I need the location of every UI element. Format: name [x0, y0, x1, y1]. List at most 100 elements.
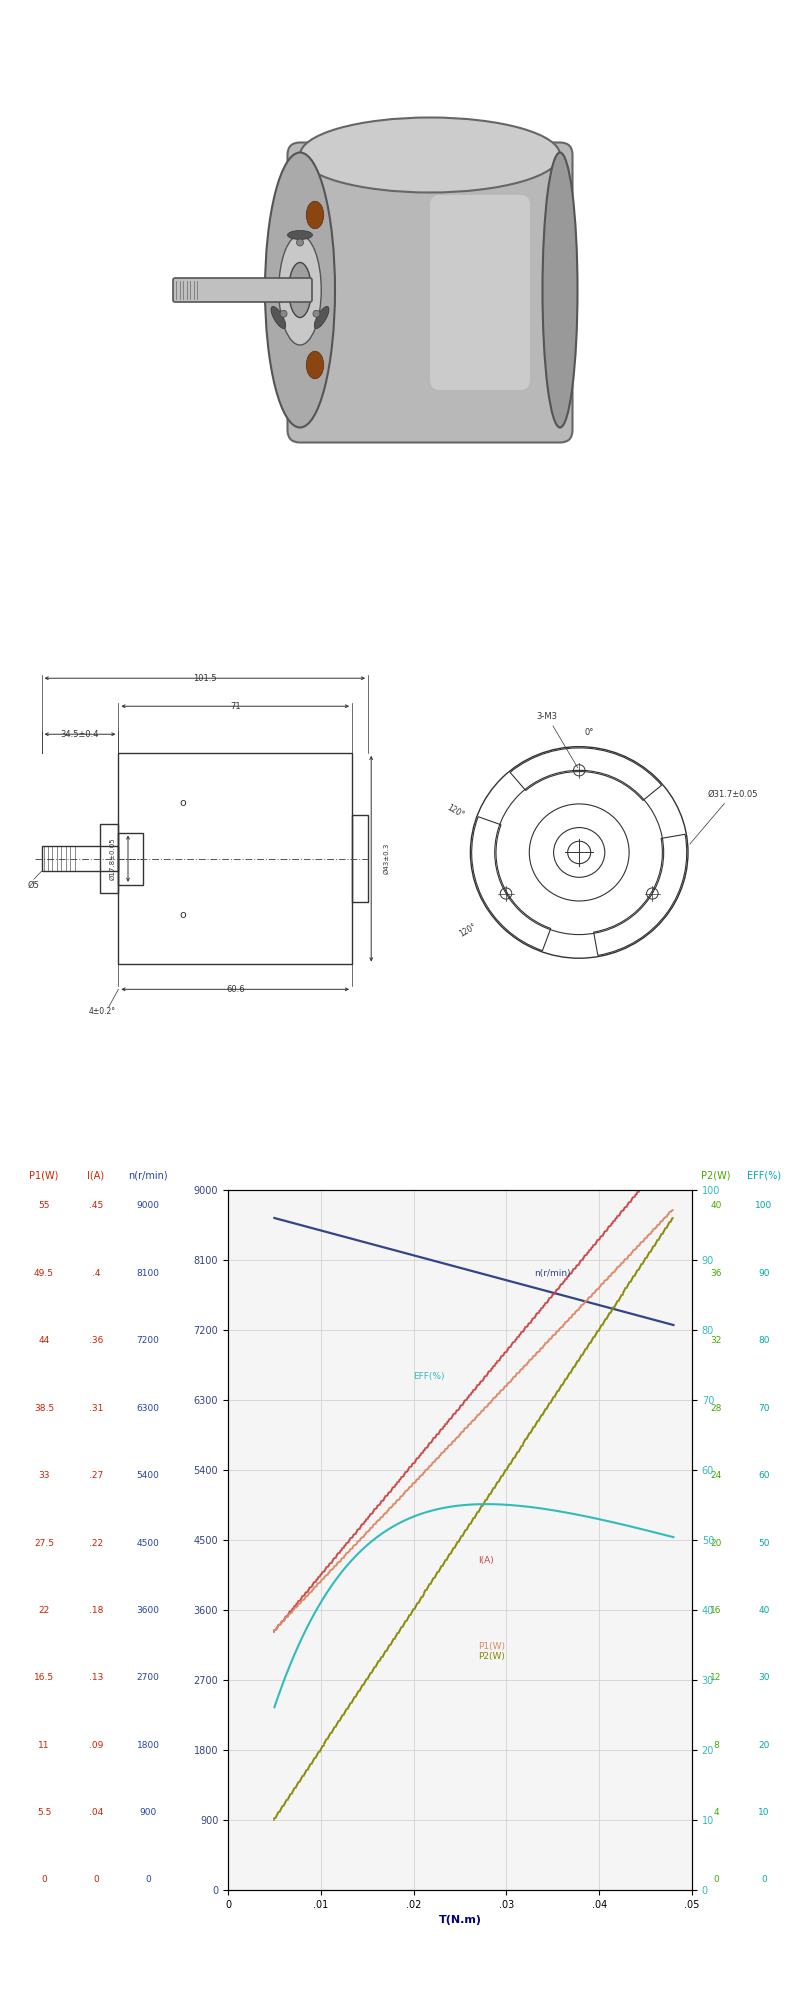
Text: 100: 100	[755, 1202, 773, 1210]
Text: 5400: 5400	[137, 1472, 159, 1480]
Bar	[101, 824, 118, 892]
Text: 3-M3: 3-M3	[537, 712, 578, 768]
Text: 71: 71	[230, 702, 241, 710]
Text: 7200: 7200	[137, 1336, 159, 1346]
Text: 10: 10	[758, 1808, 770, 1818]
Text: EFF(%): EFF(%)	[747, 1170, 781, 1180]
Text: 900: 900	[139, 1808, 157, 1818]
Text: I(A): I(A)	[87, 1170, 105, 1180]
Text: 49.5: 49.5	[34, 1268, 54, 1278]
Ellipse shape	[314, 306, 329, 328]
Text: .09: .09	[89, 1740, 103, 1750]
Text: 80: 80	[758, 1336, 770, 1346]
Text: 6300: 6300	[137, 1404, 159, 1412]
Text: 0: 0	[145, 1876, 151, 1884]
Text: 9000: 9000	[137, 1202, 159, 1210]
Text: 44: 44	[38, 1336, 50, 1346]
FancyBboxPatch shape	[287, 142, 573, 442]
Text: 101.5: 101.5	[193, 674, 217, 682]
Text: 32: 32	[710, 1336, 722, 1346]
Text: 2700: 2700	[137, 1674, 159, 1682]
Text: 38.5: 38.5	[34, 1404, 54, 1412]
Text: 22: 22	[38, 1606, 50, 1614]
Text: n(r/min): n(r/min)	[128, 1170, 168, 1180]
Text: 5.5: 5.5	[37, 1808, 51, 1818]
Text: 20: 20	[758, 1740, 770, 1750]
Text: 55: 55	[38, 1202, 50, 1210]
Text: 4500: 4500	[137, 1538, 159, 1548]
Text: 4: 4	[713, 1808, 719, 1818]
Circle shape	[297, 238, 303, 246]
Text: 30: 30	[758, 1674, 770, 1682]
Text: 20: 20	[710, 1538, 722, 1548]
X-axis label: T(N.m): T(N.m)	[438, 1916, 482, 1926]
Text: n(r/min): n(r/min)	[534, 1270, 571, 1278]
Text: P1(W): P1(W)	[30, 1170, 58, 1180]
Bar	[352, 816, 368, 902]
Text: 40: 40	[710, 1202, 722, 1210]
Text: EFF(%): EFF(%)	[414, 1372, 445, 1380]
Text: 11: 11	[38, 1740, 50, 1750]
Ellipse shape	[306, 202, 324, 228]
Text: 1800: 1800	[137, 1740, 159, 1750]
FancyBboxPatch shape	[430, 196, 530, 390]
Ellipse shape	[271, 306, 286, 328]
Text: Ø5: Ø5	[28, 880, 40, 890]
Ellipse shape	[289, 262, 311, 318]
Text: 34.5±0.4: 34.5±0.4	[61, 730, 99, 738]
Text: 0°: 0°	[584, 728, 594, 738]
Text: 33: 33	[38, 1472, 50, 1480]
Text: .45: .45	[89, 1202, 103, 1210]
Text: 24: 24	[710, 1472, 722, 1480]
Text: 90: 90	[758, 1268, 770, 1278]
Text: 40: 40	[758, 1606, 770, 1614]
Text: 8100: 8100	[137, 1268, 159, 1278]
Text: Ø43±0.3: Ø43±0.3	[384, 842, 390, 874]
Text: 36: 36	[710, 1268, 722, 1278]
Text: 4±0.2°: 4±0.2°	[89, 1006, 116, 1016]
Text: P2(W): P2(W)	[702, 1170, 730, 1180]
Text: 16: 16	[710, 1606, 722, 1614]
Text: 12: 12	[710, 1674, 722, 1682]
Ellipse shape	[306, 352, 324, 378]
Ellipse shape	[300, 118, 560, 192]
Text: P1(W): P1(W)	[478, 1642, 506, 1650]
Text: 0: 0	[761, 1876, 767, 1884]
Text: 28: 28	[710, 1404, 722, 1412]
Text: 0: 0	[93, 1876, 99, 1884]
Text: Ø31.7±0.05: Ø31.7±0.05	[690, 790, 758, 844]
Circle shape	[280, 310, 287, 318]
Text: .36: .36	[89, 1336, 103, 1346]
FancyBboxPatch shape	[173, 278, 312, 302]
Text: 60.6: 60.6	[226, 984, 245, 994]
Bar	[118, 832, 142, 884]
Text: .4: .4	[92, 1268, 100, 1278]
Text: o: o	[179, 910, 186, 920]
Text: 70: 70	[758, 1404, 770, 1412]
Text: 0: 0	[41, 1876, 47, 1884]
Text: 8: 8	[713, 1740, 719, 1750]
Text: .22: .22	[89, 1538, 103, 1548]
Text: 16.5: 16.5	[34, 1674, 54, 1682]
Text: 60: 60	[758, 1472, 770, 1480]
Text: 0: 0	[713, 1876, 719, 1884]
Bar	[42, 846, 118, 872]
Text: .31: .31	[89, 1404, 103, 1412]
Ellipse shape	[542, 152, 578, 428]
Text: 3600: 3600	[137, 1606, 159, 1614]
Circle shape	[313, 310, 320, 318]
Text: Ø17.8±0.05: Ø17.8±0.05	[109, 838, 115, 880]
Text: 27.5: 27.5	[34, 1538, 54, 1548]
Ellipse shape	[287, 230, 313, 240]
Text: .18: .18	[89, 1606, 103, 1614]
Text: .27: .27	[89, 1472, 103, 1480]
Text: o: o	[179, 798, 186, 808]
Bar	[118, 752, 352, 964]
Text: .04: .04	[89, 1808, 103, 1818]
Ellipse shape	[278, 234, 322, 344]
Text: I(A): I(A)	[478, 1556, 494, 1566]
Text: 120°: 120°	[458, 922, 478, 938]
Text: .13: .13	[89, 1674, 103, 1682]
Text: 120°: 120°	[445, 804, 465, 820]
Text: 50: 50	[758, 1538, 770, 1548]
